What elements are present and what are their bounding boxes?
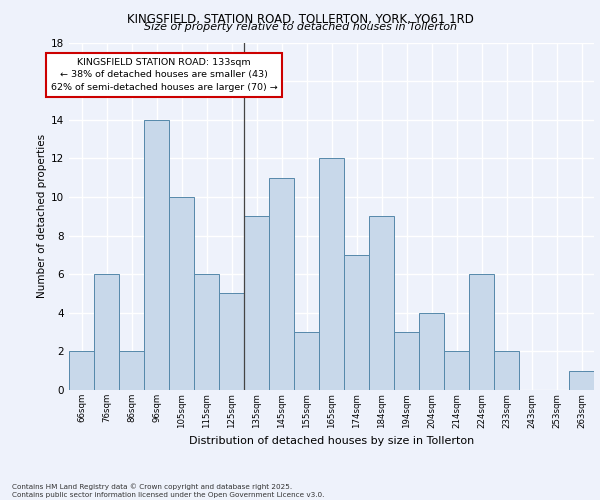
Text: Size of property relative to detached houses in Tollerton: Size of property relative to detached ho… [143, 22, 457, 32]
Bar [194, 274, 219, 390]
Bar [294, 332, 319, 390]
Text: KINGSFIELD, STATION ROAD, TOLLERTON, YORK, YO61 1RD: KINGSFIELD, STATION ROAD, TOLLERTON, YOR… [127, 12, 473, 26]
Bar [69, 352, 94, 390]
Text: Contains HM Land Registry data © Crown copyright and database right 2025.
Contai: Contains HM Land Registry data © Crown c… [12, 484, 325, 498]
Bar [169, 197, 194, 390]
Bar [394, 332, 419, 390]
Text: KINGSFIELD STATION ROAD: 133sqm
← 38% of detached houses are smaller (43)
62% of: KINGSFIELD STATION ROAD: 133sqm ← 38% of… [50, 58, 277, 92]
Bar [94, 274, 119, 390]
Bar [344, 255, 369, 390]
Bar [319, 158, 344, 390]
Bar [244, 216, 269, 390]
Bar [269, 178, 294, 390]
X-axis label: Distribution of detached houses by size in Tollerton: Distribution of detached houses by size … [189, 436, 474, 446]
Bar [469, 274, 494, 390]
Bar [219, 294, 244, 390]
Bar [569, 370, 594, 390]
Bar [369, 216, 394, 390]
Bar [494, 352, 519, 390]
Y-axis label: Number of detached properties: Number of detached properties [37, 134, 47, 298]
Bar [444, 352, 469, 390]
Bar [119, 352, 144, 390]
Bar [144, 120, 169, 390]
Bar [419, 313, 444, 390]
